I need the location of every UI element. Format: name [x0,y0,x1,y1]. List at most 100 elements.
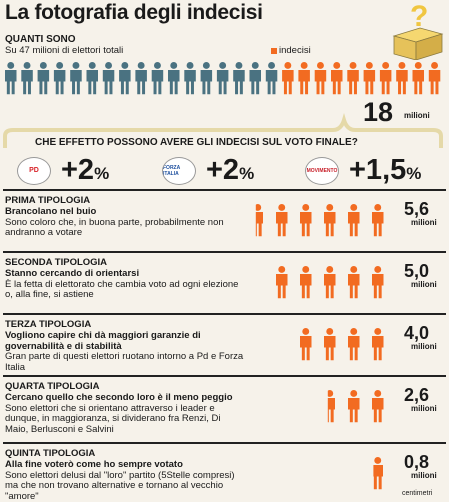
voter-person-icon [53,62,66,95]
undecided-person-icon [324,266,336,299]
pd-pct: +2 [61,154,95,186]
undecided-person-icon [372,266,384,299]
undecided-person-icon [428,62,441,95]
partial-person-icon [373,457,384,490]
party-forza-italia: FORZA ITALIA +2% [162,154,254,187]
type-value-unit: milioni [411,218,437,227]
undecided-person-icon [276,204,288,237]
type-text: Sono coloro che, in buona parte, probabi… [5,216,224,238]
divider [3,375,446,377]
type-lead: Alla fine voterò come ho sempre votato [5,459,183,470]
type-lead: Stanno cercando di orientarsi [5,268,140,279]
undecided-person-icon [347,62,359,95]
type-value-unit: milioni [411,342,437,351]
type-description: Brancolano nel buio Sono coloro che, in b… [5,206,245,239]
voter-person-icon [86,62,98,95]
page-title: La fotografia degli indecisi [5,1,263,24]
partial-person-icon [327,390,335,423]
undecided-person-icon [363,62,376,95]
question-box-icon: ? [392,2,444,60]
type-section-4: QUARTA TIPOLOGIA Cercano quello che seco… [0,375,449,442]
undecided-person-icon [300,328,312,361]
forza-italia-logo-icon: FORZA ITALIA [162,156,196,185]
type-title: SECONDA TIPOLOGIA [5,257,108,268]
divider [3,251,446,253]
voter-person-icon [168,62,180,95]
partial-person-icon [255,204,263,237]
type-text: È la fetta di elettorato che cambia voto… [5,278,239,300]
type-text: Sono elettori delusi dal "loro" partito … [5,469,235,502]
undecided-total-unit: milioni [404,111,430,120]
undecided-person-icon [331,62,343,95]
divider [3,442,446,444]
how-many-heading: QUANTI SONO [5,34,76,45]
m5s-logo-icon: MOVIMENTO [305,156,339,185]
figures-row [327,390,384,423]
voter-person-icon [151,62,164,95]
type-description: Stanno cercando di orientarsi È la fetta … [5,268,245,301]
voter-person-icon [249,62,261,95]
fi-pct: +2 [206,154,240,186]
voter-person-icon [200,62,213,95]
type-lead: Cercano quello che secondo loro è il men… [5,392,233,403]
type-section-2: SECONDA TIPOLOGIA Stanno cercando di ori… [0,251,449,313]
fi-pct-sign: % [239,164,255,183]
type-title: TERZA TIPOLOGIA [5,319,92,330]
type-section-3: TERZA TIPOLOGIA Vogliono capire chi dà m… [0,313,449,375]
bracket [3,113,443,148]
voter-person-icon [70,62,82,95]
type-lead: Brancolano nel buio [5,206,97,217]
m5s-pct-sign: % [406,164,422,183]
figures-row [276,266,384,299]
undecided-person-icon [348,204,360,237]
type-value-unit: milioni [411,471,437,480]
type-description: Cercano quello che secondo loro è il men… [5,392,245,435]
m5s-pct: +1,5 [349,154,407,186]
undecided-person-icon [324,204,336,237]
type-value: 0,8 milioni [404,452,437,480]
divider [3,313,446,315]
type-section-5: QUINTA TIPOLOGIA Alla fine voterò come h… [0,442,449,501]
undecided-person-icon [372,204,384,237]
svg-text:?: ? [410,2,428,33]
type-value-number: 5,6 [404,199,430,219]
party-pd: PD +2% [17,154,109,187]
type-title: PRIMA TIPOLOGIA [5,195,91,206]
divider [3,189,446,191]
undecided-person-icon [372,390,384,423]
type-value-unit: milioni [411,280,437,289]
type-value-number: 4,0 [404,323,430,343]
pd-logo-icon: PD [17,156,51,185]
undecided-person-icon [324,328,336,361]
pd-effect-value: +2% [61,154,109,187]
voter-person-icon [233,62,245,95]
voter-person-icon [5,62,17,95]
type-value-number: 2,6 [404,385,430,405]
type-text: Gran parte di questi elettori ruotano in… [5,351,244,373]
voter-person-icon [184,62,196,95]
party-m5s: MOVIMENTO +1,5% [305,154,421,187]
undecided-person-icon [300,266,312,299]
type-description: Alla fine voterò come ho sempre votato So… [5,459,245,502]
type-description: Vogliono capire chi dà maggiori garanzie… [5,330,245,373]
undecided-person-icon [348,266,360,299]
voter-person-icon [21,62,33,95]
m5s-effect-value: +1,5% [349,154,421,187]
voter-person-icon [135,62,147,95]
undecided-person-icon [412,62,424,95]
type-value: 5,6 milioni [404,199,437,227]
undecided-total-value: 18 [363,97,394,127]
type-lead: Vogliono capire chi dà maggiori garanzie… [5,330,201,352]
undecided-person-icon [298,62,310,95]
type-title: QUARTA TIPOLOGIA [5,381,100,392]
type-value-number: 0,8 [404,452,430,472]
undecided-person-icon [396,62,408,95]
legend-label: indecisi [279,45,311,56]
undecided-person-icon [379,62,392,95]
type-title: QUINTA TIPOLOGIA [5,448,96,459]
legend: indecisi [271,45,311,56]
figures-row [255,204,384,237]
electorate-people-row [5,62,441,95]
type-text: Sono elettori che si orientano attravers… [5,402,221,435]
voter-person-icon [102,62,115,95]
